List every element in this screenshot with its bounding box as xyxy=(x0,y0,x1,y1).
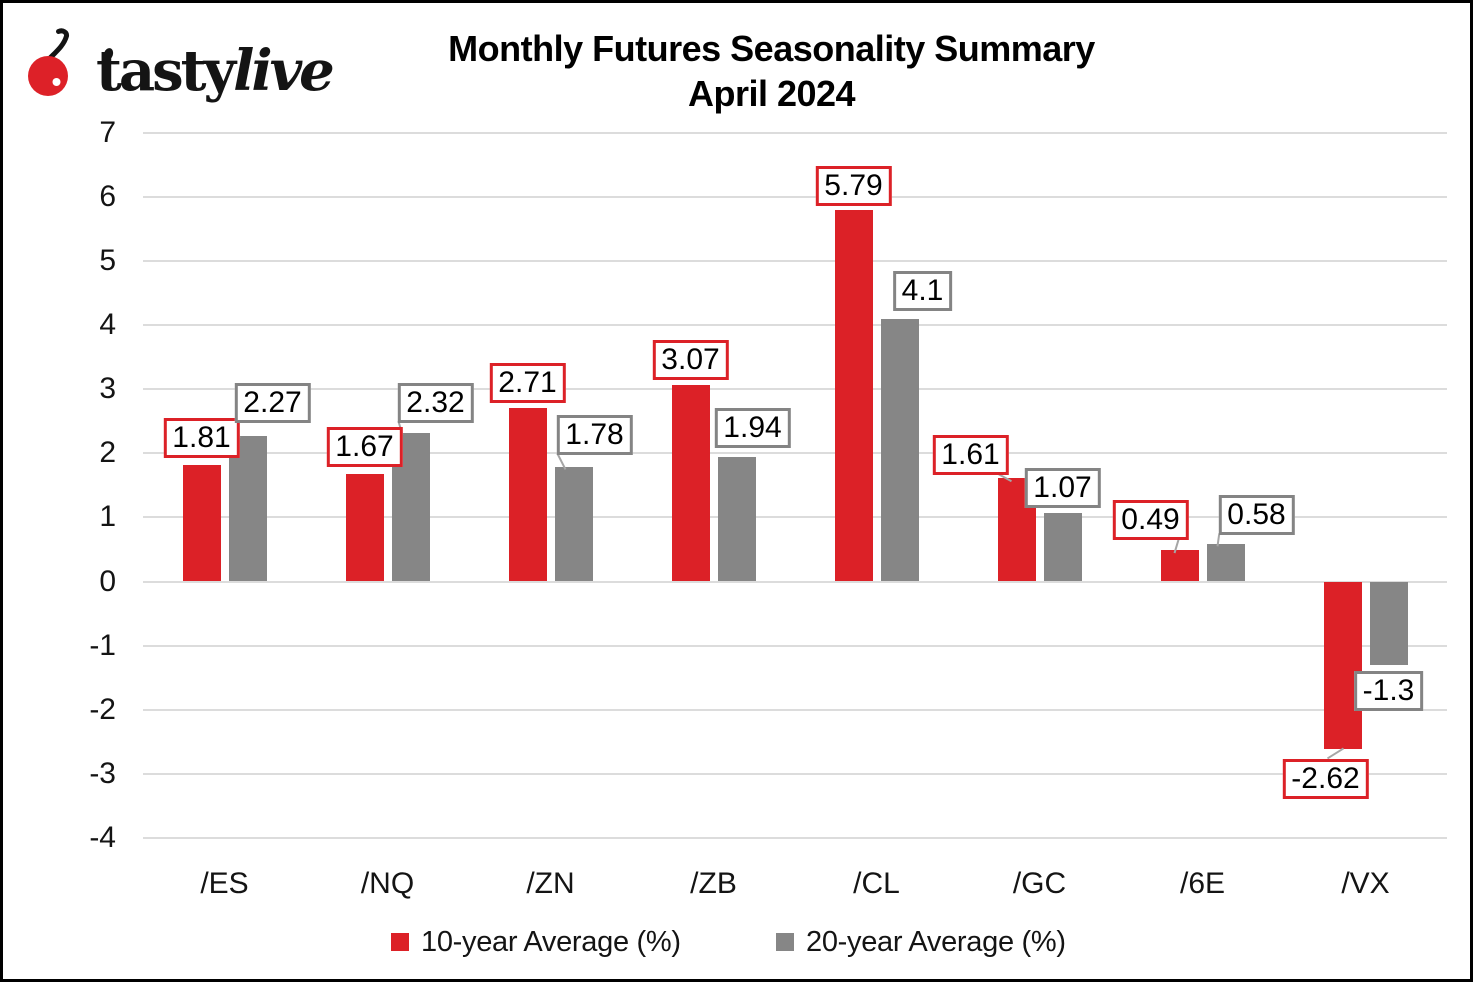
value-label-10yr-nq: 1.67 xyxy=(326,427,403,468)
gridline--3 xyxy=(143,772,1447,775)
legend-swatch-10-year xyxy=(391,933,409,951)
bar-20yr-gc xyxy=(1043,512,1082,582)
value-label-20yr-es: 2.27 xyxy=(234,382,311,423)
y-tick-6: 6 xyxy=(99,179,116,213)
bar-10yr-zn xyxy=(508,407,547,582)
chart-title: Monthly Futures Seasonality Summary Apri… xyxy=(200,26,1343,116)
logo-wordmark: tastylive xyxy=(96,36,335,106)
y-tick-7: 7 xyxy=(99,115,116,149)
value-label-20yr-nq: 2.32 xyxy=(397,382,474,423)
bar-10yr-nq xyxy=(345,474,384,582)
y-tick-4: 4 xyxy=(99,308,116,342)
value-label-20yr-6e: 0.58 xyxy=(1218,495,1295,536)
y-tick-5: 5 xyxy=(99,244,116,277)
value-label-10yr-gc: 1.61 xyxy=(932,435,1009,476)
x-label-zb: /ZB xyxy=(690,867,737,900)
bar-10yr-vx xyxy=(1323,581,1362,750)
x-label-es: /ES xyxy=(200,867,249,900)
gridline-5 xyxy=(143,260,1447,262)
gridline-6 xyxy=(143,195,1447,198)
cherry-icon xyxy=(28,28,70,96)
logo-text-tasty: tasty xyxy=(96,38,236,104)
bar-10yr-6e xyxy=(1160,550,1199,582)
chart-title-line2: April 2024 xyxy=(687,73,856,114)
y-tick-3: 3 xyxy=(99,372,116,406)
bar-20yr-zn xyxy=(554,467,593,582)
bar-10yr-cl xyxy=(834,210,873,582)
value-label-20yr-vx: -1.3 xyxy=(1353,670,1424,711)
gridline-4 xyxy=(143,324,1447,327)
y-tick--3: -3 xyxy=(89,756,116,790)
y-tick--1: -1 xyxy=(89,628,116,662)
value-label-10yr-vx: -2.62 xyxy=(1282,759,1369,800)
gridline-0 xyxy=(143,580,1447,583)
bar-20yr-6e xyxy=(1206,544,1245,582)
legend-label-10-year: 10-year Average (%) xyxy=(421,925,681,958)
y-tick-0: 0 xyxy=(99,564,116,598)
y-tick-1: 1 xyxy=(99,500,116,534)
x-label-zn: /ZN xyxy=(526,867,575,900)
y-tick-2: 2 xyxy=(99,436,116,470)
x-label-gc: /GC xyxy=(1012,867,1067,900)
x-label-6e: /6E xyxy=(1179,867,1226,900)
value-label-10yr-6e: 0.49 xyxy=(1112,500,1189,541)
legend-item-20-year: 20-year Average (%) xyxy=(776,926,1066,958)
x-label-cl: /CL xyxy=(853,867,900,900)
gridline-3 xyxy=(143,388,1447,391)
gridline-1 xyxy=(143,516,1447,519)
value-label-20yr-zn: 1.78 xyxy=(556,415,633,456)
value-label-10yr-es: 1.81 xyxy=(163,418,240,459)
bar-20yr-vx xyxy=(1369,581,1408,665)
value-label-10yr-zb: 3.07 xyxy=(652,339,729,380)
y-tick--4: -4 xyxy=(89,820,116,854)
gridline--2 xyxy=(143,708,1447,711)
bar-20yr-zb xyxy=(717,457,756,582)
x-label-nq: /NQ xyxy=(360,867,415,900)
gridline--1 xyxy=(143,644,1447,647)
y-tick--2: -2 xyxy=(89,692,116,726)
legend-label-20-year: 20-year Average (%) xyxy=(806,925,1066,958)
legend-item-10-year: 10-year Average (%) xyxy=(391,926,681,958)
bar-20yr-es xyxy=(228,435,267,582)
x-label-vx: /VX xyxy=(1341,867,1390,900)
gridline--4 xyxy=(143,836,1447,839)
gridline-7 xyxy=(143,131,1447,134)
value-label-20yr-zb: 1.94 xyxy=(714,408,791,449)
tastylive-logo: tastylive xyxy=(22,18,352,118)
bar-10yr-es xyxy=(182,465,221,582)
value-label-10yr-zn: 2.71 xyxy=(489,362,566,403)
legend-swatch-20-year xyxy=(776,933,794,951)
bar-20yr-cl xyxy=(880,318,919,582)
value-label-20yr-cl: 4.1 xyxy=(892,270,953,311)
chart-title-line1: Monthly Futures Seasonality Summary xyxy=(448,28,1095,69)
bar-10yr-zb xyxy=(671,384,710,582)
value-label-20yr-gc: 1.07 xyxy=(1024,467,1101,508)
logo-text-live: live xyxy=(233,38,335,104)
value-label-10yr-cl: 5.79 xyxy=(815,166,892,207)
gridline-2 xyxy=(143,452,1447,455)
